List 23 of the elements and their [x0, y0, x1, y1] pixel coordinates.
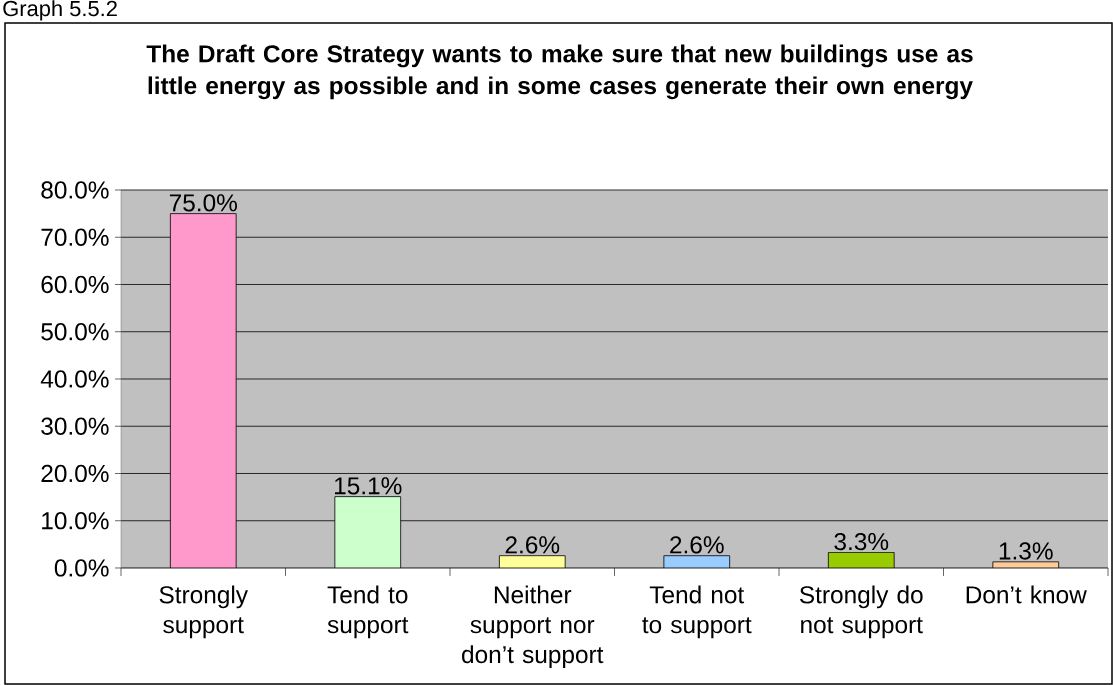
- y-tick-label: 70.0%: [41, 228, 109, 246]
- y-tick-label: 30.0%: [41, 417, 109, 435]
- y-tick-label: 40.0%: [40, 370, 109, 388]
- y-tick-label: 20.0%: [41, 464, 109, 483]
- y-tick-label: 0.0%: [54, 559, 109, 577]
- data-label: 3.3%: [834, 532, 889, 551]
- x-tick-label: Strongly support: [159, 585, 248, 639]
- y-tick-label: 10.0%: [42, 512, 109, 530]
- data-label: 1.3%: [999, 542, 1053, 560]
- y-tick-label: 50.0%: [41, 323, 109, 341]
- chart-title: The Draft Core Strategy wants to make sure that new buildings use as little energy as possible and in some cases generate their own energy: [146, 44, 973, 100]
- data-label: 15.1%: [335, 477, 402, 495]
- data-label: 2.6%: [670, 536, 724, 554]
- data-label: 2.6%: [505, 536, 560, 554]
- x-tick-label: Strongly do not support: [799, 585, 923, 639]
- y-tick-label: 60.0%: [41, 275, 109, 294]
- y-tick-label: 80.0%: [41, 181, 109, 199]
- data-label: 75.0%: [169, 194, 237, 212]
- x-tick-label: Neither support nor don’t support: [462, 585, 604, 669]
- x-tick-label: Tend to support: [327, 585, 409, 639]
- x-tick-label: Tend not to support: [642, 585, 752, 639]
- caption: Graph 5.5.2: [3, 0, 117, 21]
- x-tick-label: Don’t know: [966, 585, 1087, 604]
